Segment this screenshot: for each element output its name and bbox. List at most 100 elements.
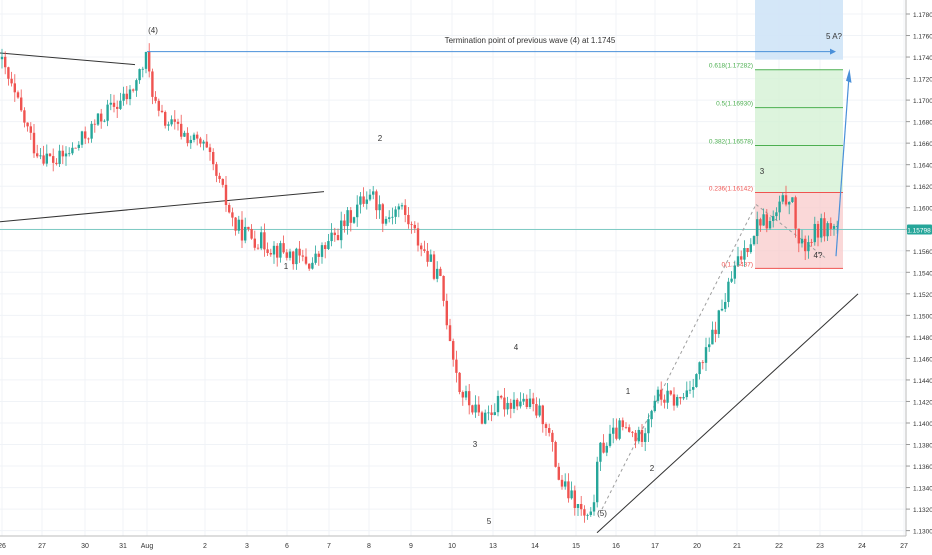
candle-down [148,51,151,72]
candle-up [724,301,727,309]
wave-label: 4 [514,343,519,352]
candle-up [106,104,109,121]
candle-up [599,442,602,462]
x-tick-label: 10 [448,543,456,550]
candle-up [128,89,132,100]
candle-down [160,110,164,113]
candle-down [410,224,413,226]
candle-up [736,256,740,266]
candle-up [522,398,525,402]
candle-down [375,191,378,211]
candle-up [96,113,100,125]
candle-down [308,263,311,269]
candle-up [80,131,84,145]
y-tick-label: 1.14800 [913,335,932,342]
candle-up [474,404,477,413]
x-tick-label: 26 [0,543,6,550]
candle-up [496,395,500,413]
y-tick-label: 1.14600 [913,356,932,363]
trend-line-lower-left [0,191,325,223]
x-tick-label: 2 [203,543,207,550]
candle-down [471,405,474,413]
candle-down [20,97,23,111]
candle-down [701,362,704,364]
candle-down [477,404,480,413]
candle-up [749,244,752,253]
projection-arrowhead [846,68,852,83]
candle-down [282,243,285,253]
candle-down [404,205,407,215]
candle-down [154,96,157,101]
candle-up [167,124,170,126]
candle-up [570,490,573,499]
candle-down [602,442,605,453]
candle-up [775,212,778,217]
candle-up [698,362,701,375]
candle-up [692,387,695,390]
termination-text: Termination point of previous wave (4) a… [445,36,616,45]
candle-down [672,394,676,406]
y-tick-label: 1.13400 [913,486,932,493]
candle-up [64,153,68,157]
y-tick-label: 1.13600 [913,464,932,471]
x-tick-label: Aug [141,543,154,550]
candle-down [84,131,87,139]
candle-up [512,399,516,409]
x-tick-label: 8 [367,543,371,550]
candle-up [807,242,810,252]
candle-down [794,197,797,229]
candle-down [304,256,308,264]
y-tick-label: 1.17000 [913,98,932,105]
candle-down [212,152,215,165]
candle-up [647,419,650,434]
candle-down [420,245,423,250]
y-axis-bg [906,0,932,550]
candle-down [186,132,189,144]
wave-label: 3 [473,440,478,449]
candle-up [372,191,375,195]
x-tick-label: 13 [489,543,497,550]
candle-up [141,68,144,70]
y-tick-label: 1.15000 [913,313,932,320]
candle-down [228,205,231,213]
y-tick-label: 1.15200 [913,292,932,299]
candle-down [580,503,583,510]
candle-up [820,218,823,238]
candle-down [285,252,288,258]
candle-up [592,502,596,512]
candle-down [13,83,16,93]
candle-down [125,93,128,100]
candle-down [61,150,64,157]
x-tick-label: 21 [733,543,741,550]
candle-up [320,245,324,257]
candle-down [263,232,266,250]
candle-down [628,427,631,432]
candle-up [762,214,765,226]
candle-down [621,420,624,427]
candle-down [151,71,154,97]
candle-down [100,113,103,122]
candle-up [122,93,125,101]
candle-down [7,67,10,79]
candle-up [781,195,784,202]
candle-up [244,226,247,241]
candle-down [439,268,442,276]
x-tick-label: 7 [327,543,331,550]
candle-down [804,238,807,252]
candle-up [237,219,240,231]
candle-up [429,254,432,262]
candle-up [768,220,772,229]
y-tick-label: 1.16600 [913,141,932,148]
candle-up [826,223,829,237]
candle-up [103,120,106,122]
candle-down [52,156,55,163]
candle-down [503,397,506,410]
candle-up [68,153,71,155]
candle-down [426,250,429,262]
x-tick-label: 22 [775,543,783,550]
candle-up [340,220,343,241]
candle-up [836,225,839,227]
candle-down [509,402,512,409]
candle-up [644,433,647,442]
candle-down [247,226,250,229]
